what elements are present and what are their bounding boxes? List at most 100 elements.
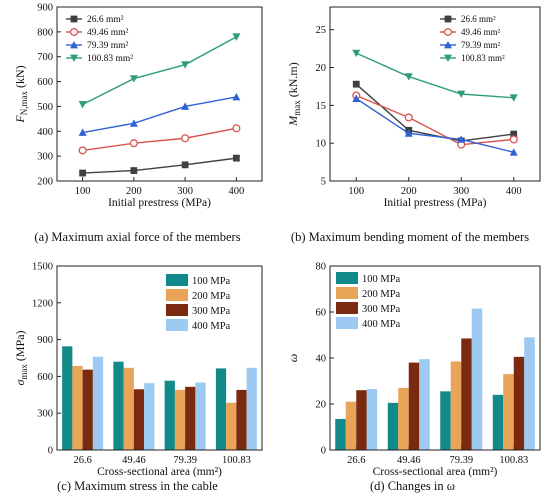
chart-a-legend-label: 79.39 mm² (87, 41, 129, 51)
chart-b-series-line-2 (355, 97, 514, 153)
chart-c-plot-frame (56, 265, 263, 451)
chart-d-y-axis-label: ω (286, 354, 300, 362)
chart-a-x-tick-label: 100 (75, 186, 91, 197)
chart-c-bar (82, 369, 93, 450)
chart-b-data-point (352, 94, 361, 102)
chart-a-y-tick-label: 600 (37, 77, 53, 88)
chart-c-x-tick-label: 26.6 (73, 455, 91, 466)
chart-d-omega-change: 26.6 49.46 79.39 100.83 100 MPa 200 MPa 300 MP… (286, 262, 541, 478)
chart-c-bar (246, 367, 257, 450)
chart-c-bar (215, 368, 227, 450)
chart-b-data-point (352, 49, 361, 58)
chart-b-data-point (510, 130, 518, 138)
chart-c-bar (144, 383, 155, 450)
chart-c-bar (133, 389, 145, 450)
chart-d-bar (513, 356, 525, 450)
chart-c-bar (195, 382, 206, 450)
chart-c-legend-swatch (166, 274, 188, 286)
chart-d-bar (440, 391, 451, 450)
caption-b: (b) Maximum bending moment of the member… (290, 230, 530, 244)
chart-d-bar (524, 337, 535, 450)
chart-c-legend-label: 200 MPa (192, 291, 231, 302)
chart-a-x-tick-label: 300 (177, 186, 193, 197)
chart-a-data-point (232, 124, 241, 133)
chart-d-bar (461, 338, 472, 450)
chart-c-y-axis-label: σmax (MPa) (13, 330, 29, 385)
chart-a-plot-frame (56, 6, 263, 182)
caption-a: (a) Maximum axial force of the members (34, 230, 241, 244)
chart-a-data-point (181, 61, 190, 69)
chart-a-data-point (78, 146, 87, 155)
chart-b-data-point (404, 129, 413, 137)
chart-c-bar (174, 389, 186, 450)
chart-a-data-point (129, 139, 138, 148)
chart-b-data-point (509, 135, 518, 144)
chart-d-legend-label: 200 MPa (362, 289, 401, 300)
chart-c-y-tick-label: 300 (37, 409, 53, 420)
chart-a-series-line-0 (82, 157, 237, 174)
chart-d-y-tick-label: 40 (316, 354, 327, 365)
chart-a-legend-label: 26.6 mm² (87, 15, 124, 25)
chart-a-series-line-3 (82, 36, 237, 106)
chart-a-data-point (130, 167, 138, 174)
chart-b-x-tick-label: 100 (348, 186, 364, 197)
chart-c-y-tick-label: 1500 (32, 262, 53, 273)
chart-b-data-point (404, 73, 413, 81)
chart-d-bar (345, 401, 357, 450)
chart-d-x-tick-label: 49.46 (397, 455, 421, 466)
chart-c-x-tick-label: 79.39 (173, 455, 197, 466)
chart-d-legend-label: 100 MPa (362, 274, 401, 285)
chart-d-bar (503, 374, 514, 450)
chart-d-bar (387, 402, 399, 450)
chart-a-data-point (232, 33, 241, 41)
chart-d-x-tick-label: 100.83 (499, 455, 528, 466)
chart-b-series-line-1 (355, 94, 514, 146)
chart-d-legend-label: 300 MPa (362, 304, 401, 315)
chart-d-legend-swatch (336, 317, 358, 329)
chart-c-bar (226, 402, 237, 450)
chart-d-x-tick-label: 79.39 (449, 455, 473, 466)
chart-d-y-tick-label: 20 (316, 400, 327, 411)
chart-b-legend-marker (443, 27, 453, 37)
chart-b-x-tick-label: 400 (506, 186, 522, 197)
chart-b-legend-label: 79.39 mm² (461, 40, 501, 50)
chart-b-legend-marker (444, 41, 452, 49)
chart-d-y-tick-label: 80 (316, 262, 327, 273)
chart-b-data-point (457, 135, 466, 143)
chart-b-bending-moment: 5 10 15 20 25 Initial prestress (MPa) Mmax (kN… (286, 6, 541, 209)
chart-d-legend-label: 400 MPa (362, 319, 401, 330)
chart-a-x-tick-label: 400 (229, 186, 245, 197)
chart-a-y-tick-label: 300 (37, 152, 53, 163)
chart-a-series-line-2 (82, 96, 237, 134)
chart-a-legend-label: 100.83 mm² (87, 54, 133, 64)
chart-a-x-tick-label: 200 (126, 186, 142, 197)
chart-a-data-point (129, 119, 138, 127)
chart-a-y-tick-label: 200 (37, 177, 53, 188)
chart-b-data-point (509, 94, 518, 102)
caption-c: (c) Maximum stress in the cable (57, 479, 218, 493)
chart-c-bar (113, 361, 124, 450)
chart-a-data-point (232, 92, 241, 101)
chart-a-data-point (79, 169, 87, 177)
chart-b-plot-frame (329, 6, 541, 182)
chart-a-data-point (78, 101, 87, 109)
chart-a-axial-force: 200 300 400 500 600 700 800 900 Initial prestres… (13, 3, 263, 209)
chart-b-y-axis-label: Mmax (kN.m) (286, 62, 302, 127)
chart-c-bar (123, 367, 134, 450)
chart-d-bar (366, 389, 378, 450)
chart-a-y-axis-label: FN,max (kN) (13, 65, 29, 123)
chart-c-bar (236, 389, 247, 450)
chart-a-legend-marker (70, 41, 78, 49)
chart-d-bar (408, 362, 420, 450)
chart-d-bar (356, 390, 367, 450)
chart-b-legend-label: 49.46 mm² (461, 27, 501, 37)
chart-c-x-tick-label: 49.46 (122, 455, 146, 466)
chart-b-y-tick-label: 5 (321, 177, 326, 188)
chart-d-y-tick-label: 0 (321, 446, 326, 457)
chart-c-y-tick-label: 1200 (32, 298, 53, 309)
chart-b-y-tick-label: 20 (316, 63, 327, 74)
chart-a-data-point (78, 128, 87, 136)
chart-d-bar (398, 387, 409, 450)
chart-b-series-line-3 (355, 52, 514, 99)
chart-c-legend-label: 400 MPa (192, 321, 231, 332)
